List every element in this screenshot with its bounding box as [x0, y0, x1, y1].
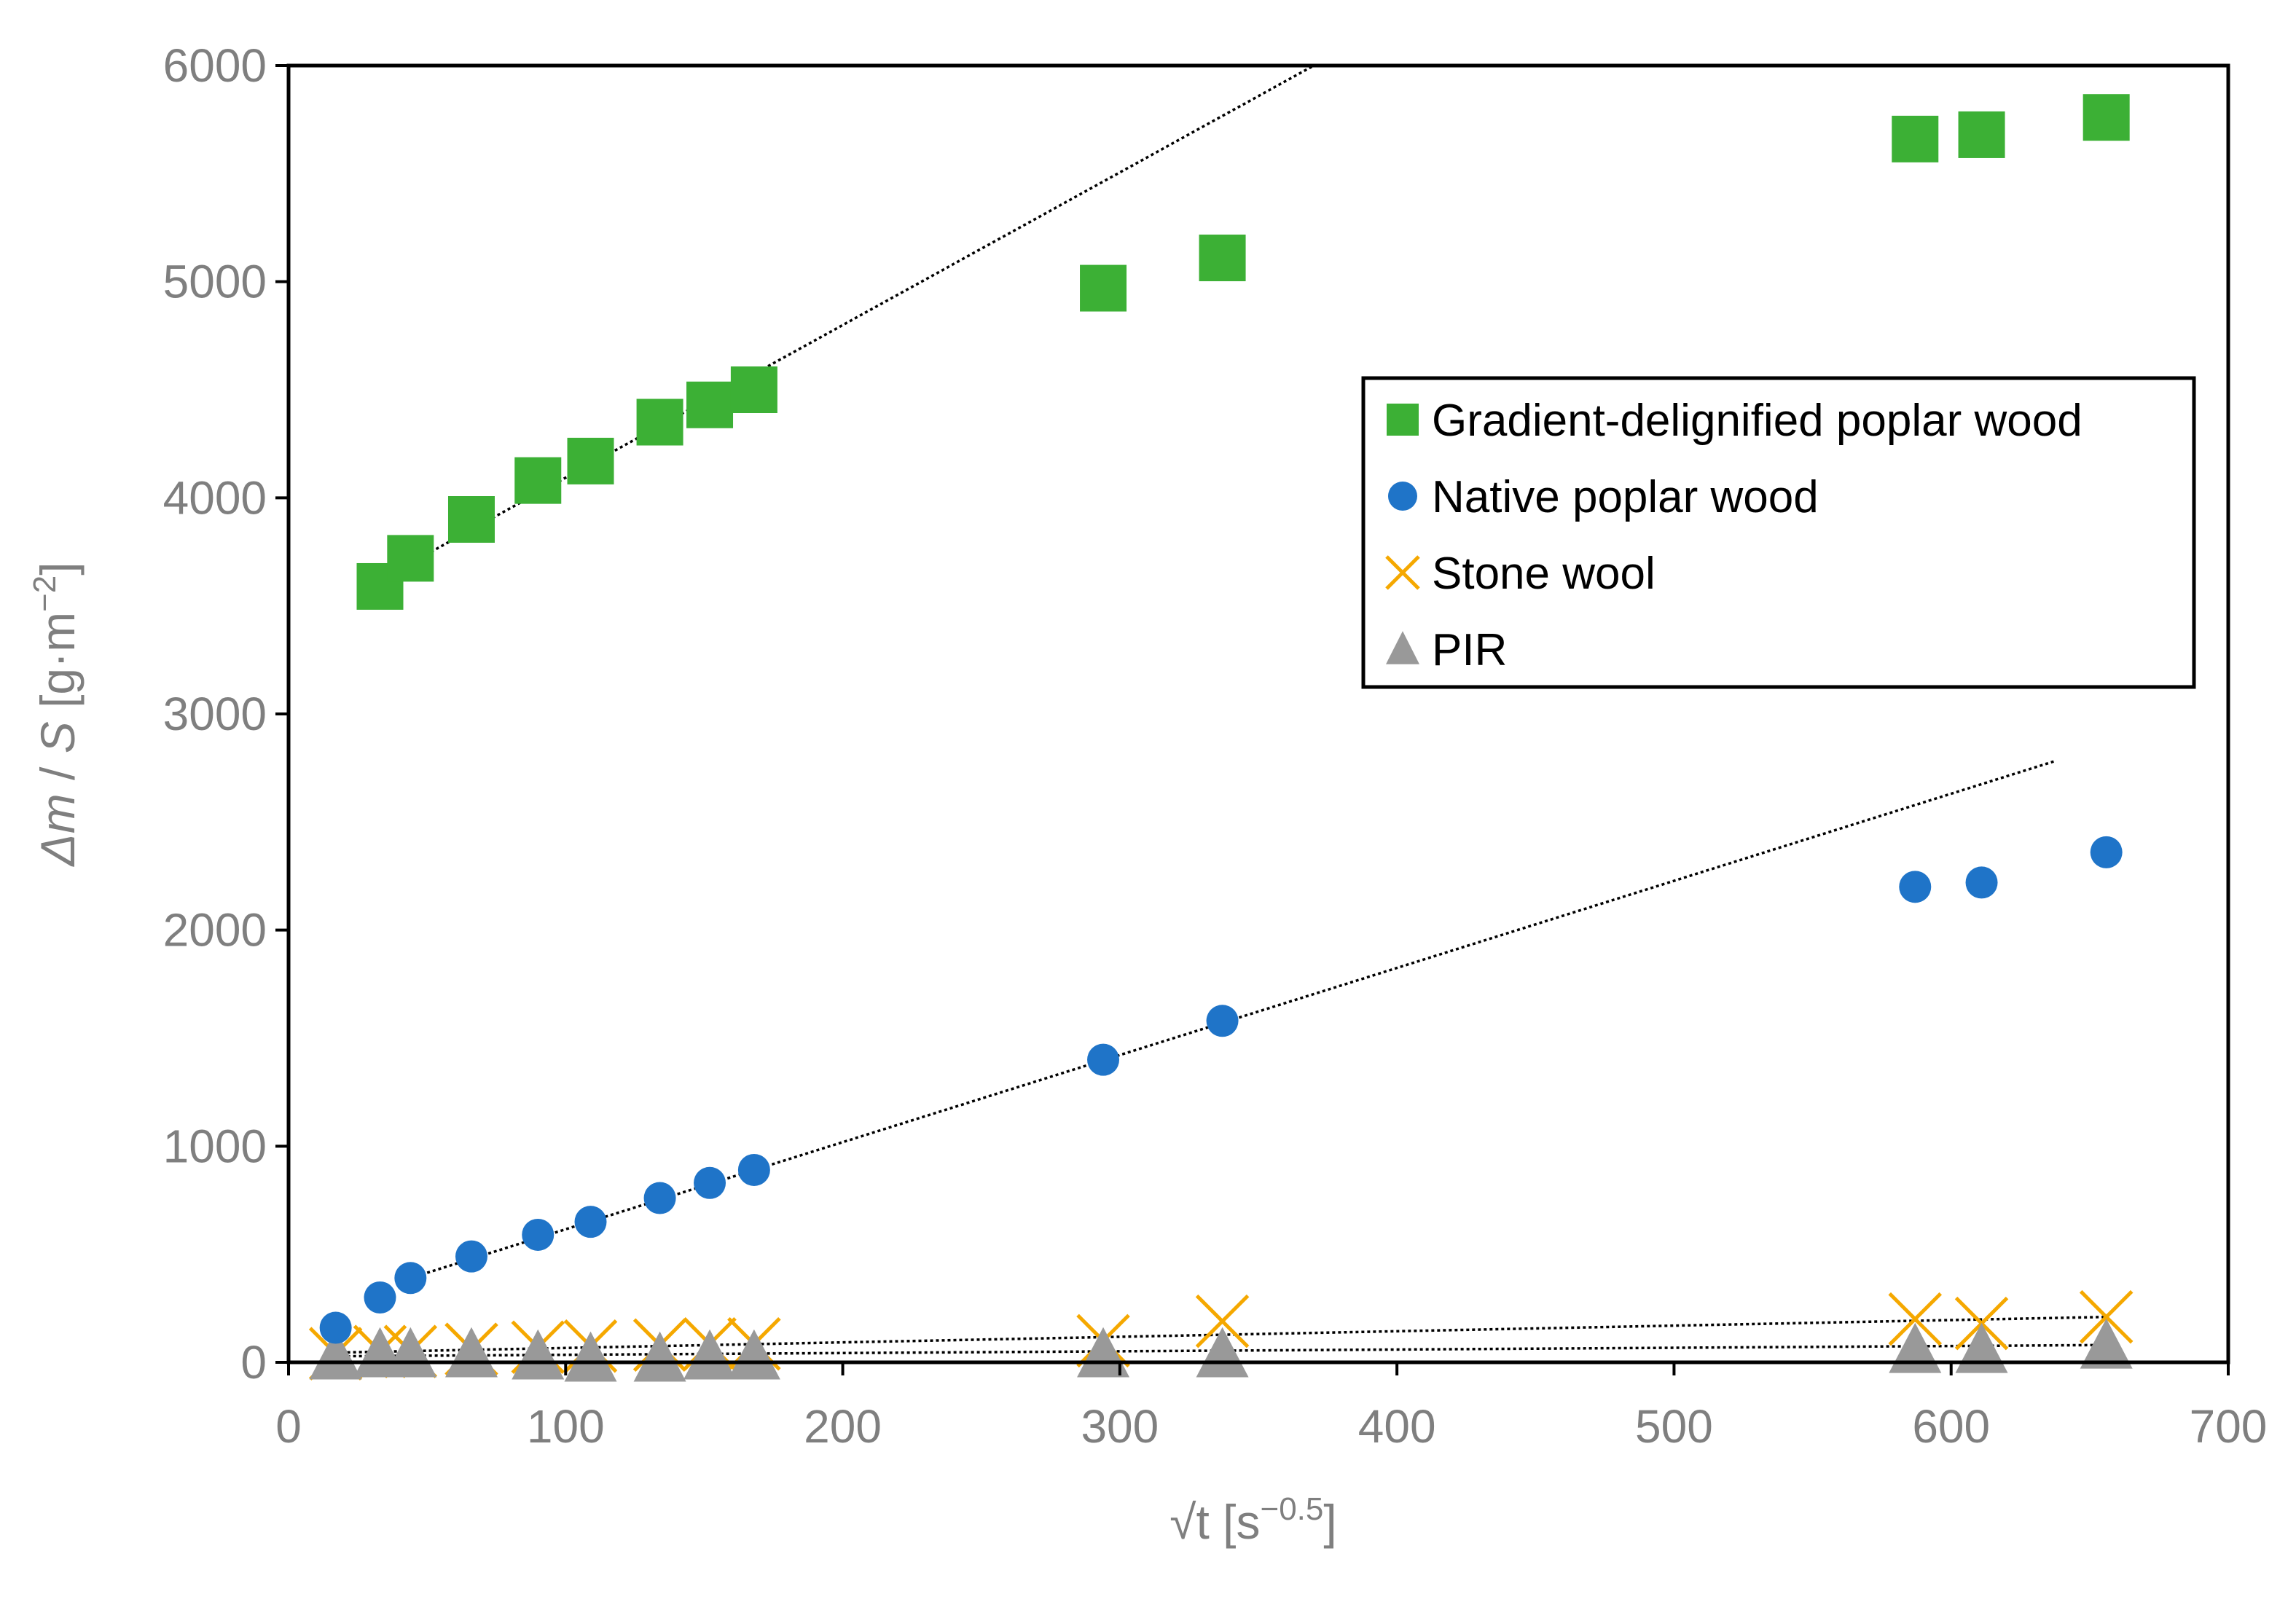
data-point [364, 1281, 396, 1314]
data-point [447, 496, 495, 543]
data-point [737, 1153, 770, 1186]
x-tick-label: 200 [804, 1400, 882, 1453]
data-point [1889, 1322, 1942, 1373]
trendline [335, 1343, 2107, 1358]
x-tick-label: 700 [2190, 1400, 2268, 1453]
x-tick-label: 300 [1081, 1400, 1159, 1453]
data-point [1206, 1005, 1239, 1037]
data-point [455, 1240, 487, 1273]
data-point [1965, 866, 1998, 899]
data-point [574, 1206, 607, 1238]
legend-label: Gradient-delignified poplar wood [1432, 396, 2083, 446]
data-point [1955, 1322, 2008, 1373]
data-point [309, 1329, 362, 1380]
data-point [2083, 94, 2130, 141]
data-point [1888, 1292, 1943, 1346]
data-point [2080, 1318, 2133, 1369]
y-axis-title-exponent: −2 [27, 576, 63, 612]
legend-marker [1388, 482, 1417, 511]
data-point [1077, 1327, 1130, 1378]
data-point [514, 457, 562, 504]
x-tick-label: 100 [527, 1400, 605, 1453]
data-point [1080, 264, 1127, 312]
y-tick-label: 4000 [163, 471, 267, 524]
data-point [1958, 111, 2005, 158]
data-point [394, 1262, 427, 1295]
y-tick-label: 6000 [163, 39, 267, 92]
data-point [633, 1331, 686, 1382]
data-point [1199, 235, 1246, 282]
y-tick-label: 3000 [163, 688, 267, 740]
data-point [730, 366, 777, 413]
x-marker-stroke [1385, 555, 1420, 590]
legend-label: Native poplar wood [1432, 472, 1819, 522]
data-point [694, 1166, 726, 1199]
x-tick-label: 400 [1358, 1400, 1436, 1453]
x-axis-title-exponent: −0.5 [1261, 1491, 1324, 1527]
data-point [727, 1329, 780, 1380]
data-point [387, 535, 434, 582]
y-tick-label: 2000 [163, 904, 267, 957]
series-circle [319, 836, 2123, 1344]
data-point [683, 1329, 737, 1380]
data-point [2079, 1289, 2134, 1344]
data-point [686, 381, 734, 428]
legend-marker [1385, 555, 1420, 590]
series-square [356, 94, 2130, 610]
x-axis-ticks: 0 100 200 300 400 500 600 700 [275, 1362, 2267, 1453]
legend: Gradient-delignified poplar wood Native p… [1361, 376, 2196, 689]
y-tick-label: 5000 [163, 256, 267, 308]
data-point [636, 398, 683, 446]
data-point [1899, 871, 1932, 903]
data-point [564, 1331, 617, 1382]
y-axis-ticks: 0 1000 2000 3000 4000 5000 6000 [163, 39, 289, 1389]
x-marker-stroke [2079, 1289, 2134, 1344]
x-tick-label: 500 [1635, 1400, 1713, 1453]
y-tick-label: 1000 [163, 1120, 267, 1172]
y-tick-label: 0 [240, 1336, 267, 1389]
data-point [512, 1329, 565, 1380]
data-point [643, 1182, 676, 1214]
trendline [335, 1315, 2107, 1354]
series-triangle [309, 1318, 2133, 1382]
legend-box [1361, 376, 2196, 689]
data-point [567, 437, 614, 484]
legend-label: Stone wool [1432, 549, 1656, 599]
data-point [384, 1327, 437, 1378]
legend-marker [1387, 404, 1419, 436]
series-layer [308, 94, 2134, 1382]
x-marker-stroke [1888, 1292, 1943, 1346]
data-point [2090, 836, 2123, 868]
data-point [1195, 1294, 1250, 1348]
legend-marker [1386, 631, 1419, 664]
data-point [319, 1311, 352, 1344]
data-point [444, 1327, 498, 1378]
data-point [1196, 1327, 1249, 1378]
legend-label: PIR [1432, 625, 1507, 675]
x-axis-title: √t [s−0.5] [1169, 1491, 1336, 1549]
x-tick-label: 600 [1912, 1400, 1990, 1453]
y-axis-title: Δm / S [g·m−2] [27, 562, 85, 867]
data-point [522, 1218, 555, 1251]
x-marker-stroke [1195, 1294, 1250, 1348]
data-point [1892, 115, 1939, 162]
trendline [410, 760, 2054, 1279]
data-point [1087, 1043, 1120, 1076]
x-tick-label: 0 [275, 1400, 302, 1453]
